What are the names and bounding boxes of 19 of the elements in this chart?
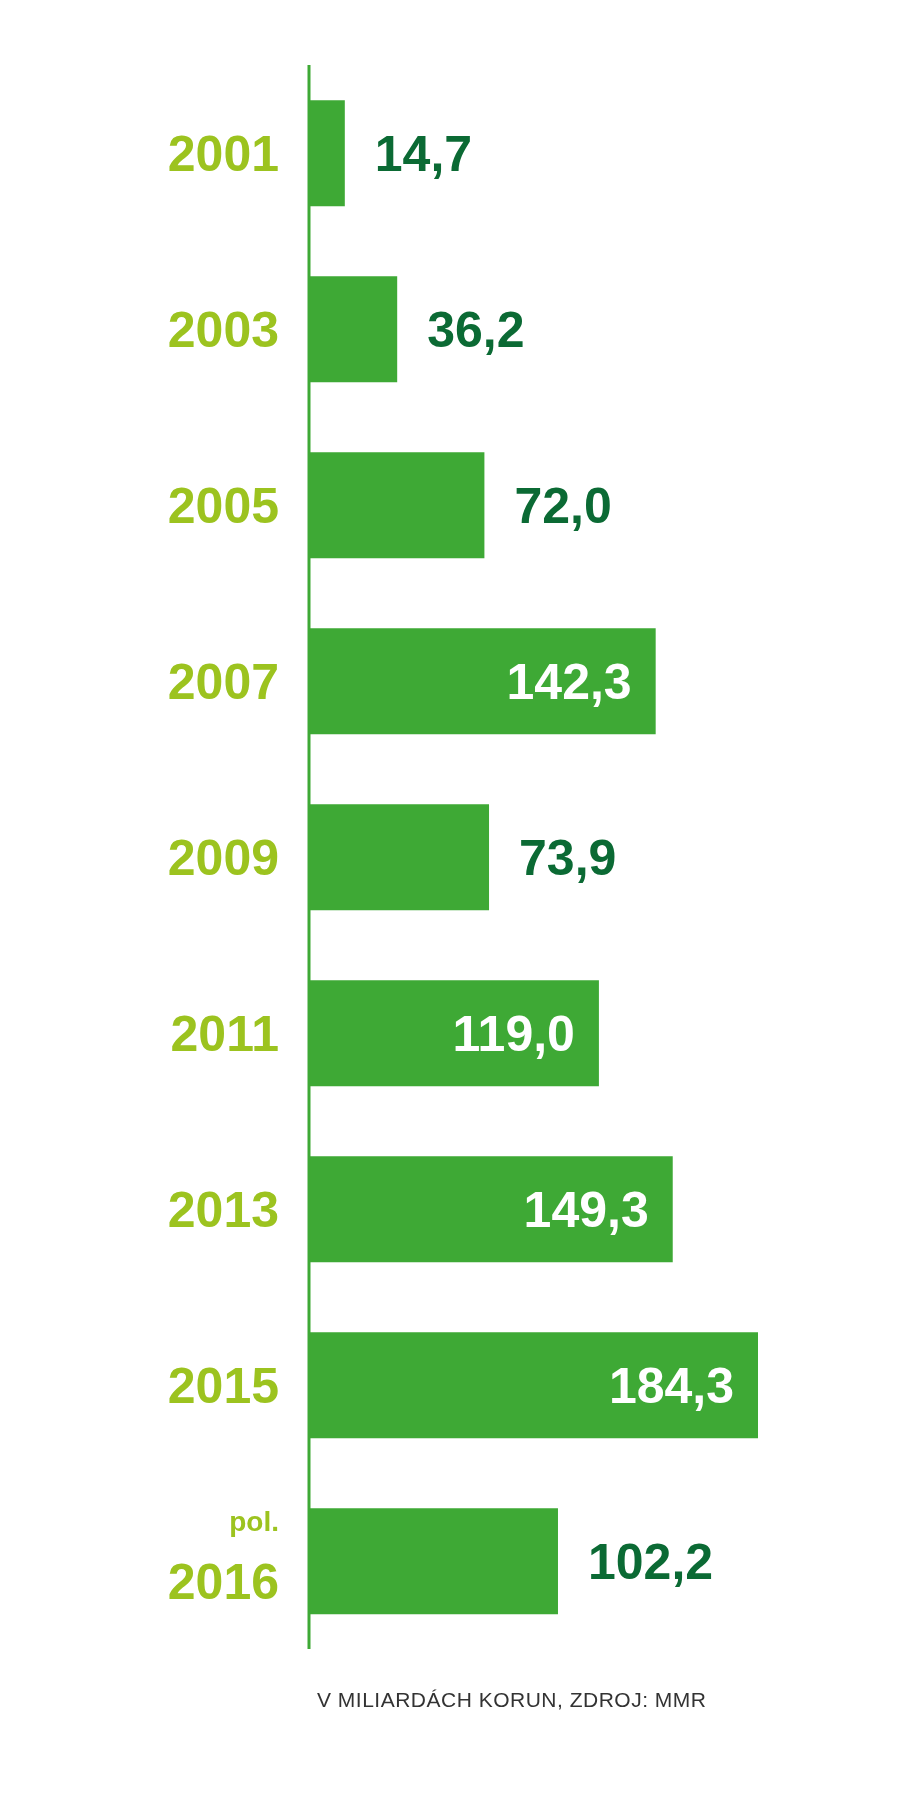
data-label: 72,0 [514, 477, 612, 534]
y-tick-label: 2011 [170, 1005, 279, 1062]
data-label: 119,0 [452, 1005, 575, 1062]
y-tick-label: 2015 [167, 1357, 279, 1414]
y-tick-label: 2007 [167, 653, 279, 710]
data-label: 14,7 [374, 125, 473, 182]
y-tick-label: 2013 [167, 1181, 279, 1238]
data-label: 36,2 [427, 301, 525, 358]
data-label: 73,9 [519, 829, 617, 886]
y-tick-label: 2009 [167, 829, 279, 886]
y-tick-label: 2001 [167, 125, 279, 182]
y-tick-label: 2003 [167, 301, 279, 358]
data-label: 149,3 [523, 1181, 649, 1238]
data-label: 184,3 [608, 1357, 734, 1414]
y-tick-label: 2005 [167, 477, 279, 534]
data-label: 142,3 [506, 653, 632, 710]
y-tick-label: pol. 2016 [167, 1506, 279, 1610]
text: V MILIARDÁCH KORUN, ZDROJ: MMR [316, 1688, 708, 1712]
data-label: 102,2 [587, 1533, 714, 1590]
